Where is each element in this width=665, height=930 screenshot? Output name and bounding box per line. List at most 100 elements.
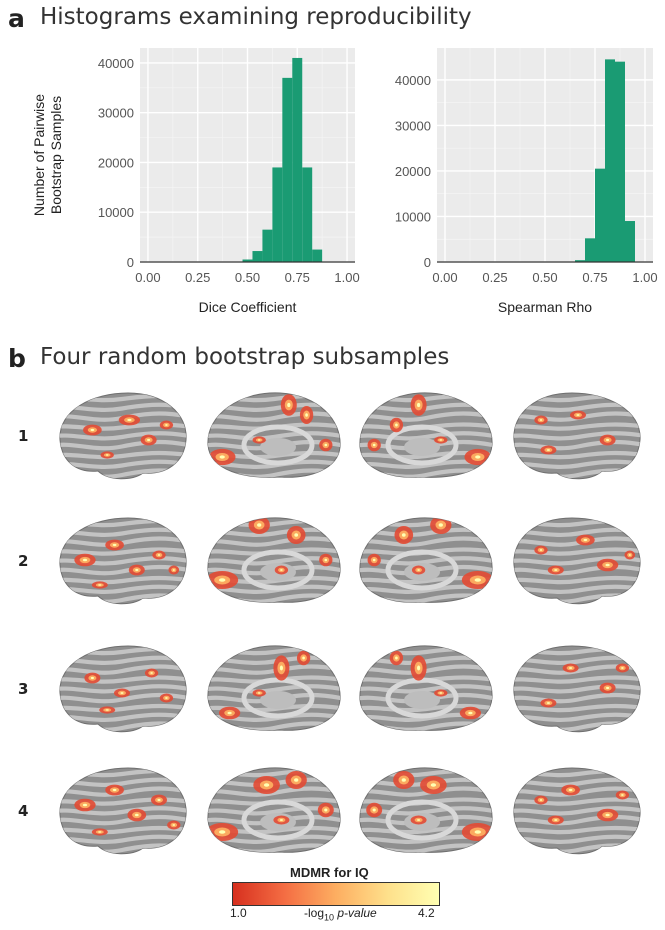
- gyrus-band: [513, 431, 641, 441]
- activation-blob-peak: [105, 454, 109, 456]
- brain-lateral-left-row-3: [59, 645, 187, 733]
- x-tick-label: 1.00: [334, 270, 359, 285]
- corpus-callosum-ring: [241, 677, 315, 719]
- panel-b-letter: b: [8, 344, 26, 373]
- gyrus-band: [59, 556, 187, 566]
- activation-blob-peak: [475, 455, 481, 459]
- activation-blob-peak: [120, 692, 124, 694]
- activation-blob-peak: [395, 656, 398, 660]
- gyrus-band: [513, 684, 641, 694]
- panel-b-title: Four random bootstrap subsamples: [40, 344, 450, 370]
- activation-blob-peak: [135, 568, 139, 572]
- gyrus-band: [359, 411, 493, 422]
- activation-blob-peak: [417, 402, 421, 408]
- y-axis-label-line: Bootstrap Samples: [48, 96, 64, 214]
- gyrus-band: [359, 786, 493, 797]
- activation-blob-peak: [150, 672, 153, 674]
- corpus-callosum-ring: [385, 549, 459, 591]
- histogram-bar: [242, 259, 253, 262]
- gyrus-band: [513, 675, 641, 684]
- x-axis-label: Dice Coefficient: [199, 299, 297, 315]
- gyrus-band: [59, 692, 187, 704]
- activation-blob-peak: [474, 578, 481, 582]
- brain-surface: [207, 393, 341, 478]
- activation-blob-peak: [98, 584, 102, 586]
- x-tick-label: 0.25: [185, 270, 210, 285]
- medial-wall: [404, 438, 440, 456]
- gyrus-band: [207, 411, 341, 422]
- row-label-4: 4: [18, 802, 29, 820]
- gyrus-band: [59, 439, 187, 451]
- brain-lateral-left-row-4: [59, 767, 187, 855]
- gyrus-band: [59, 664, 187, 675]
- activation-blob-peak: [417, 665, 421, 671]
- brain-medial-right-row-2: [359, 517, 493, 603]
- gyrus-band: [513, 814, 641, 826]
- activation-blob-peak: [287, 402, 291, 408]
- y-tick-label: 0: [127, 255, 134, 270]
- activation-blob-peak: [165, 424, 168, 426]
- colorbar-title: MDMR for IQ: [290, 865, 369, 880]
- brain-lateral-right-row-3: [513, 645, 641, 733]
- medial-wall: [404, 691, 440, 709]
- activation-blob-peak: [294, 778, 299, 782]
- x-tick-label: 0.00: [135, 270, 160, 285]
- activation-blob-peak: [219, 578, 226, 582]
- activation-blob-peak: [372, 558, 376, 562]
- activation-blob-peak: [112, 543, 117, 547]
- gyrus-band: [59, 806, 187, 816]
- histogram-bar: [575, 260, 585, 262]
- activation-blob-peak: [263, 783, 270, 787]
- activation-blob-peak: [583, 538, 588, 542]
- activation-blob-peak: [430, 783, 437, 787]
- activation-blob-peak: [401, 778, 406, 782]
- x-tick-label: 0.50: [235, 270, 260, 285]
- activation-blob-peak: [172, 824, 176, 826]
- activation-blob-peak: [621, 667, 624, 669]
- activation-blob-peak: [474, 830, 481, 834]
- activation-blob-peak: [539, 549, 543, 551]
- activation-blob-peak: [157, 798, 161, 802]
- activation-blob-peak: [554, 569, 558, 571]
- gyrus-band: [59, 431, 187, 441]
- activation-blob-peak: [305, 413, 308, 417]
- activation-blob-peak: [112, 788, 117, 792]
- activation-blob-peak: [294, 533, 299, 537]
- activation-blob-peak: [546, 449, 550, 451]
- x-tick-label: 0.50: [532, 270, 557, 285]
- activation-blob-peak: [606, 438, 610, 442]
- activation-blob-peak: [546, 702, 550, 704]
- activation-blob-peak: [628, 554, 631, 556]
- histogram-bar: [262, 229, 273, 262]
- x-tick-label: 0.75: [285, 270, 310, 285]
- activation-blob-peak: [439, 439, 443, 441]
- activation-blob-peak: [438, 523, 443, 527]
- y-axis-label: Number of PairwiseBootstrap Samples: [31, 94, 64, 216]
- brain-medial-left-row-1: [207, 392, 341, 478]
- x-tick-label: 0.00: [432, 270, 457, 285]
- y-tick-label: 40000: [98, 56, 134, 71]
- gyrus-band: [59, 675, 187, 684]
- activation-blob-peak: [90, 428, 95, 432]
- row-label-3: 3: [18, 680, 29, 698]
- activation-blob-peak: [621, 794, 624, 796]
- activation-blob-peak: [324, 443, 328, 447]
- medial-wall: [260, 691, 296, 709]
- gyrus-band: [359, 703, 493, 713]
- gyrus-band: [359, 536, 493, 547]
- row-label-1: 1: [18, 427, 29, 445]
- y-tick-label: 20000: [395, 164, 431, 179]
- gyrus-band: [207, 431, 341, 441]
- histogram-bar: [615, 61, 625, 262]
- x-tick-label: 0.75: [582, 270, 607, 285]
- activation-blob-peak: [227, 711, 232, 715]
- activation-blob-peak: [280, 569, 283, 571]
- histogram-bar: [312, 249, 323, 262]
- activation-blob-peak: [279, 819, 283, 821]
- gyrus-band: [513, 664, 641, 675]
- activation-blob-peak: [554, 819, 558, 821]
- gyrus-band: [513, 806, 641, 816]
- activation-blob-peak: [605, 563, 610, 567]
- x-tick-label: 1.00: [632, 270, 657, 285]
- histogram-bar: [282, 77, 293, 262]
